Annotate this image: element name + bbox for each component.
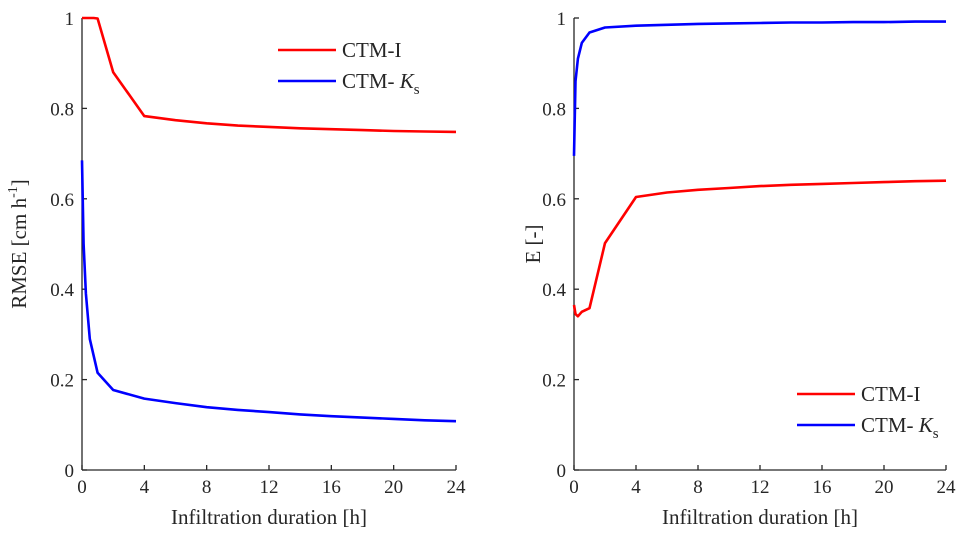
legend: CTM-I CTM- Ks [278,38,420,98]
legend-label: CTM- Ks [861,413,939,442]
legend-label: CTM-I [342,38,402,62]
x-axis-label: Infiltration duration [h] [171,505,367,529]
y-tick-label: 1 [557,9,567,30]
rmse-panel: 0 4 8 12 16 20 24 0 0.2 0.4 0.6 0.8 1 Infiltration du… [6,9,466,529]
series-line [572,179,947,318]
x-tick-label: 0 [77,477,87,498]
y-tick-label: 0.6 [542,190,566,211]
x-tick-label: 8 [202,477,212,498]
x-tick-label: 0 [569,477,579,498]
legend-label-main: CTM- [861,413,919,437]
x-tick-label: 12 [751,477,770,498]
y-tick-label: 0 [557,461,567,482]
x-tick-label: 4 [631,477,641,498]
y-axis-label: RMSE [cm h-1] [6,179,31,309]
legend: CTM-I CTM- Ks [797,382,939,442]
y-tick-label: 0.4 [50,280,74,301]
legend-label-italic: K [918,413,934,437]
series-line [82,16,457,134]
series-line [80,160,457,423]
x-axis-label: Infiltration duration [h] [662,505,858,529]
y-tick-label: 0.2 [50,371,74,392]
y-tick-label: 0 [65,461,75,482]
x-tick-label: 20 [875,477,894,498]
legend-label-italic: K [399,69,415,93]
x-tick-label: 20 [384,477,403,498]
legend-label: CTM-I [861,382,921,406]
y-tick-label: 0.8 [50,99,74,120]
x-tick-label: 24 [937,477,957,498]
x-tick-label: 12 [260,477,279,498]
legend-label-main: CTM-I [342,38,402,62]
legend-label: CTM- Ks [342,69,420,98]
y-tick-label: 1 [65,9,75,30]
legend-label-subscript: s [414,82,420,98]
legend-label-subscript: s [933,426,939,442]
y-axis-label-main: RMSE [cm h [7,197,31,308]
x-tick-label: 16 [322,477,341,498]
y-axis-label-superscript: -1 [6,186,21,198]
y-tick-label: 0.4 [542,280,566,301]
legend-label-main: CTM-I [861,382,921,406]
y-axis-label: E [-] [521,224,545,263]
x-tick-label: 16 [813,477,832,498]
y-tick-label: 0.8 [542,99,566,120]
x-tick-label: 24 [447,477,467,498]
y-tick-label: 0.2 [542,371,566,392]
x-tick-label: 8 [693,477,703,498]
y-axis-label-end: ] [7,179,31,186]
y-axis-label-main: E [-] [521,224,545,263]
efficiency-panel: 0 4 8 12 16 20 24 0 0.2 0.4 0.6 0.8 1 Infiltration du… [521,9,956,529]
series-line [572,20,946,156]
y-tick-label: 0.6 [50,190,74,211]
x-tick-label: 4 [140,477,150,498]
legend-label-main: CTM- [342,69,400,93]
